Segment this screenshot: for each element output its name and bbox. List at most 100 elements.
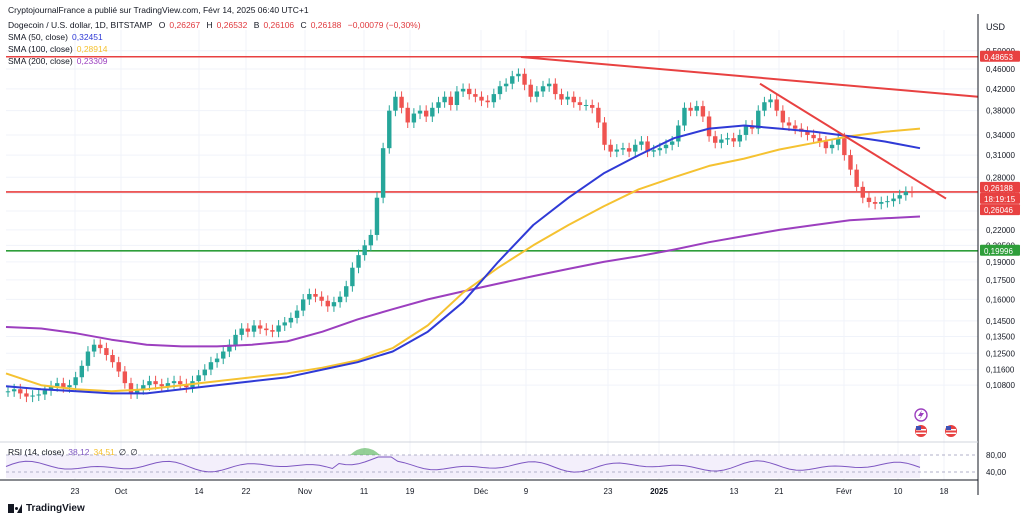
candle-body xyxy=(743,125,749,135)
candle-body xyxy=(128,383,134,394)
candle-body xyxy=(780,110,786,123)
x-tick-label: 23 xyxy=(604,487,613,496)
candle-body xyxy=(792,125,798,129)
candle-body xyxy=(497,86,503,95)
candle-body xyxy=(676,125,681,142)
candle-body xyxy=(669,141,675,145)
symbol-line: Dogecoin / U.S. dollar, 1D, BITSTAMP O 0,… xyxy=(8,20,425,30)
sma100-label: SMA (100, close) xyxy=(8,44,73,54)
candle-body xyxy=(307,294,312,300)
us-flag-stripe-icon xyxy=(916,432,926,434)
y-tick-label: 0,11600 xyxy=(986,366,1015,375)
candle-body xyxy=(590,105,595,108)
x-tick-label: 19 xyxy=(406,487,415,496)
candle-body xyxy=(602,122,607,145)
candle-body xyxy=(257,325,263,329)
us-flag-canton-icon xyxy=(946,426,951,430)
candle-body xyxy=(442,96,447,103)
us-flag-stripe-icon xyxy=(946,432,956,434)
candle-body xyxy=(448,96,453,106)
candle-body xyxy=(454,91,460,106)
ohlc-low-value: 0,26106 xyxy=(263,20,295,30)
price-tag-label: 0,26046 xyxy=(984,206,1013,215)
candle-body xyxy=(879,202,884,204)
trendline-upper xyxy=(520,55,979,98)
candle-body xyxy=(571,96,576,103)
symbol-title[interactable]: Dogecoin / U.S. dollar, 1D, BITSTAMP xyxy=(8,20,153,30)
candle-body xyxy=(534,91,540,97)
rsi-legend[interactable]: RSI (14, close) 38,12 34,51 ∅ ∅ xyxy=(8,447,142,458)
candle-body xyxy=(42,390,48,395)
rsi-extra: ∅ xyxy=(118,447,127,457)
x-tick-label: 14 xyxy=(195,487,204,496)
candle-body xyxy=(36,394,41,396)
sma200-label: SMA (200, close) xyxy=(8,56,73,66)
price-tag xyxy=(980,192,1020,204)
candle-body xyxy=(85,351,91,366)
candle-body xyxy=(756,110,761,129)
chart-grid xyxy=(6,30,978,480)
candle-body xyxy=(24,393,29,397)
candle-body xyxy=(221,351,226,359)
candle-body xyxy=(645,141,650,152)
candle-body xyxy=(596,107,601,123)
candle-body xyxy=(5,391,11,393)
x-tick-label: Févr xyxy=(836,487,852,496)
sma50-legend[interactable]: SMA (50, close) 0,32451 xyxy=(8,32,107,42)
candle-body xyxy=(811,134,816,139)
candle-body xyxy=(227,344,232,352)
currency-label[interactable]: USD xyxy=(986,22,1006,32)
y-tick-label: 0,38000 xyxy=(986,107,1015,116)
price-tag xyxy=(980,50,1020,62)
horizontal-levels xyxy=(6,55,978,252)
x-tick-label: 10 xyxy=(894,487,903,496)
ohlc-close-value: 0,26188 xyxy=(310,20,342,30)
sma100-value: 0,28914 xyxy=(76,44,108,54)
candle-body xyxy=(18,389,23,394)
publisher-line: CryptojournalFrance a publié sur Trading… xyxy=(8,5,309,15)
x-tick-label: 21 xyxy=(775,487,784,496)
price-tags: 0,48653 0,26188 18:19:15 0,26046 0,19996 xyxy=(980,50,1020,256)
candle-body xyxy=(380,148,386,198)
candle-body xyxy=(423,110,429,117)
candle-body xyxy=(387,110,392,149)
candle-body xyxy=(368,234,374,246)
candle-body xyxy=(245,328,251,332)
candle-body xyxy=(583,105,589,107)
ohlc-close-key: C xyxy=(300,20,307,30)
candle-body xyxy=(479,96,484,101)
candle-body xyxy=(737,134,743,142)
candle-body xyxy=(61,383,66,388)
candle-body xyxy=(510,76,515,84)
tradingview-brand[interactable]: TradingView xyxy=(8,503,85,514)
candle-body xyxy=(141,385,146,390)
candle-body xyxy=(54,383,60,387)
sma100-line xyxy=(5,127,921,393)
x-tick-label: 18 xyxy=(940,487,949,496)
rsi-overbought-fill xyxy=(350,448,380,455)
price-tag-label: 18:19:15 xyxy=(984,195,1016,204)
candle-body xyxy=(805,131,810,135)
candle-body xyxy=(657,148,663,151)
y-tick-label: 0,31000 xyxy=(986,151,1015,160)
candle-body xyxy=(331,302,337,307)
candle-body xyxy=(110,355,115,363)
candle-body xyxy=(860,186,866,198)
sma100-legend[interactable]: SMA (100, close) 0,28914 xyxy=(8,44,111,54)
candle-body xyxy=(639,141,644,145)
candle-body xyxy=(177,381,183,385)
candle-body xyxy=(903,191,909,196)
candle-body xyxy=(546,83,552,87)
candle-body xyxy=(633,144,638,152)
candle-body xyxy=(98,344,103,349)
candle-body xyxy=(399,96,404,108)
ohlc-high-value: 0,26532 xyxy=(216,20,248,30)
candle-body xyxy=(417,110,423,114)
candle-body xyxy=(786,122,792,126)
candle-body xyxy=(91,344,97,352)
candle-body xyxy=(362,245,367,256)
sma200-legend[interactable]: SMA (200, close) 0,23309 xyxy=(8,56,111,66)
candle-body xyxy=(553,83,558,95)
candle-body xyxy=(251,325,257,332)
